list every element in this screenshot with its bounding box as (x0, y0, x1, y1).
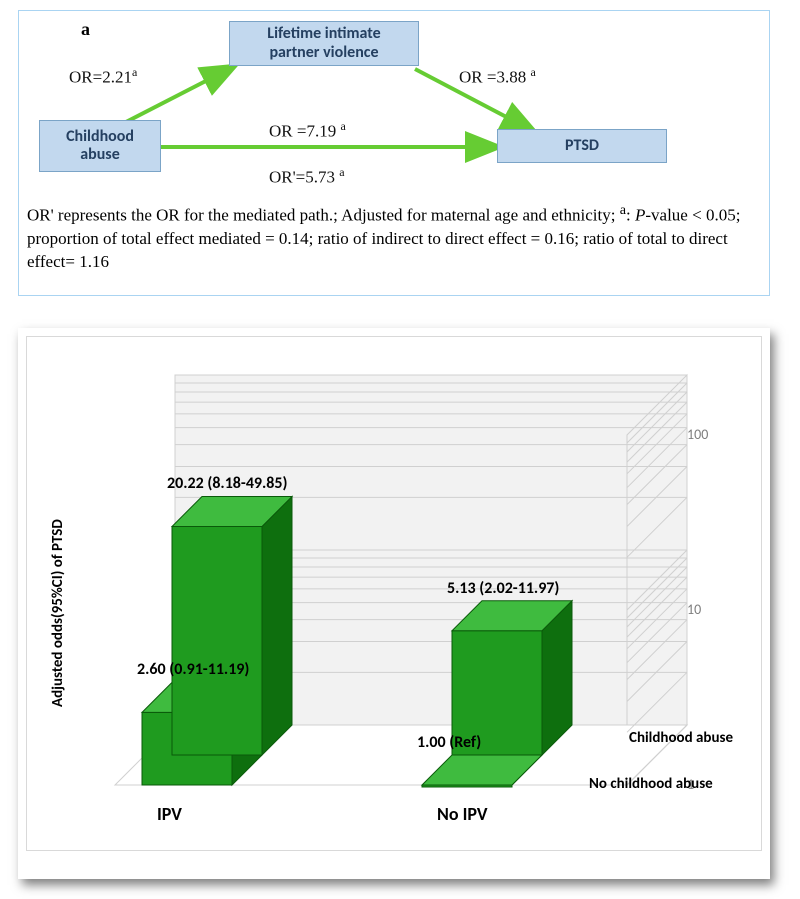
y-tick-label: 100 (687, 426, 708, 443)
or-label: OR'=5.73 a (269, 165, 345, 188)
or-label: OR =7.19 a (269, 119, 346, 142)
y-tick-label: 10 (687, 601, 701, 618)
depth-category-label: No childhood abuse (589, 775, 713, 793)
node-childhood-abuse: Childhoodabuse (39, 120, 161, 172)
caption-italic-p: P (635, 206, 645, 225)
bar-chart-3d: Adjusted odds(95%CI) of PTSD 2.60 (0.91-… (18, 328, 770, 879)
node-ptsd: PTSD (497, 129, 667, 163)
x-category-label: IPV (157, 803, 182, 825)
mediation-diagram: a Childhoodabuse Lifetime intimatepartne… (18, 10, 770, 296)
depth-category-label: Childhood abuse (629, 729, 733, 747)
or-label: OR =3.88 a (459, 65, 536, 88)
y-axis-label: Adjusted odds(95%CI) of PTSD (49, 519, 67, 707)
node-lifetime-ipv: Lifetime intimatepartner violence (229, 21, 419, 66)
panel-a-caption: OR' represents the OR for the mediated p… (27, 201, 759, 273)
bar-value-label: 2.60 (0.91-11.19) (137, 660, 249, 679)
caption-prefix: OR' represents the OR for the mediated p… (27, 206, 620, 225)
or-label: OR=2.21a (69, 65, 137, 88)
bar-value-label: 1.00 (Ref) (417, 733, 481, 752)
bar-chart-plot-area: Adjusted odds(95%CI) of PTSD 2.60 (0.91-… (26, 336, 762, 851)
x-category-label: No IPV (437, 803, 488, 825)
bar-value-label: 20.22 (8.18-49.85) (167, 474, 288, 493)
bar-value-label: 5.13 (2.02-11.97) (447, 579, 559, 598)
